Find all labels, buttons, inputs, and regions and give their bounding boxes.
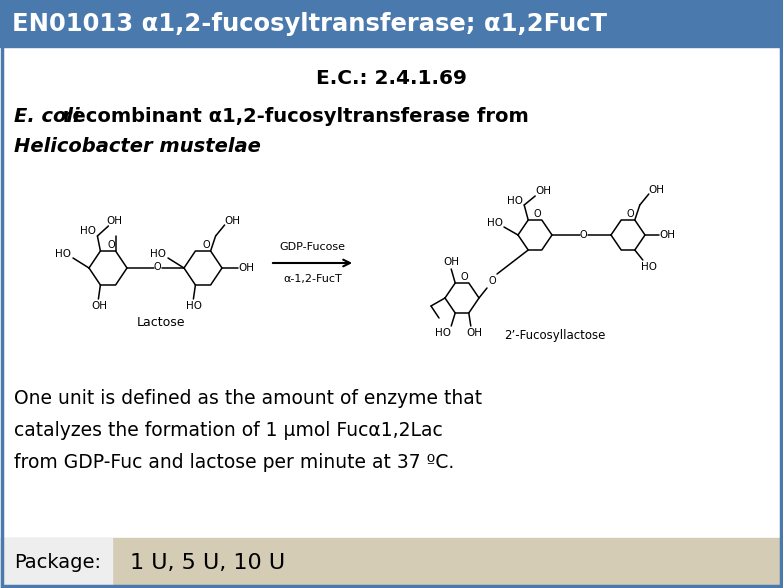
Text: OH: OH [238,263,254,273]
Text: OH: OH [225,216,240,226]
Text: O: O [153,262,161,272]
Text: HO: HO [640,262,657,272]
Text: HO: HO [507,196,523,206]
Text: OH: OH [659,230,675,240]
Text: O: O [534,209,542,219]
Text: from GDP-Fuc and lactose per minute at 37 ºC.: from GDP-Fuc and lactose per minute at 3… [14,453,454,472]
Text: EN01013 α1,2-fucosyltransferase; α1,2FucT: EN01013 α1,2-fucosyltransferase; α1,2Fuc… [12,12,607,35]
Text: Helicobacter mustelae: Helicobacter mustelae [14,138,261,156]
Text: HO: HO [186,301,202,311]
Text: HO: HO [55,249,71,259]
Text: E.C.: 2.4.1.69: E.C.: 2.4.1.69 [316,69,467,89]
Text: OH: OH [536,186,551,196]
Bar [0,0,783,47]
Text: OH: OH [92,301,107,311]
Text: OH: OH [467,328,483,338]
Bar [0,538,112,588]
Text: OH: OH [649,185,665,195]
Text: HO: HO [150,249,166,259]
Text: catalyzes the formation of 1 μmol Fucα1,2Lac: catalyzes the formation of 1 μmol Fucα1,… [14,420,442,439]
Text: 1 U, 5 U, 10 U: 1 U, 5 U, 10 U [130,553,285,573]
Text: O: O [461,272,468,282]
Text: HO: HO [81,226,96,236]
Text: OH: OH [443,257,459,267]
Text: Lactose: Lactose [136,316,185,329]
Text: O: O [107,240,115,250]
Text: 2’-Fucosyllactose: 2’-Fucosyllactose [504,329,606,342]
Text: HO: HO [487,218,503,228]
Text: One unit is defined as the amount of enzyme that: One unit is defined as the amount of enz… [14,389,482,407]
Text: O: O [488,276,496,286]
Bar [0,538,783,588]
Text: HO: HO [435,328,451,338]
Text: O: O [202,240,210,250]
Text: OH: OH [106,216,122,226]
Text: E. coli: E. coli [14,108,80,126]
Text: Package:: Package: [14,553,101,573]
Text: GDP-Fucose: GDP-Fucose [280,242,345,252]
Text: α-1,2-FucT: α-1,2-FucT [283,274,342,284]
Text: recombinant α1,2-fucosyltransferase from: recombinant α1,2-fucosyltransferase from [56,108,529,126]
Text: O: O [627,209,634,219]
Text: O: O [579,230,587,240]
